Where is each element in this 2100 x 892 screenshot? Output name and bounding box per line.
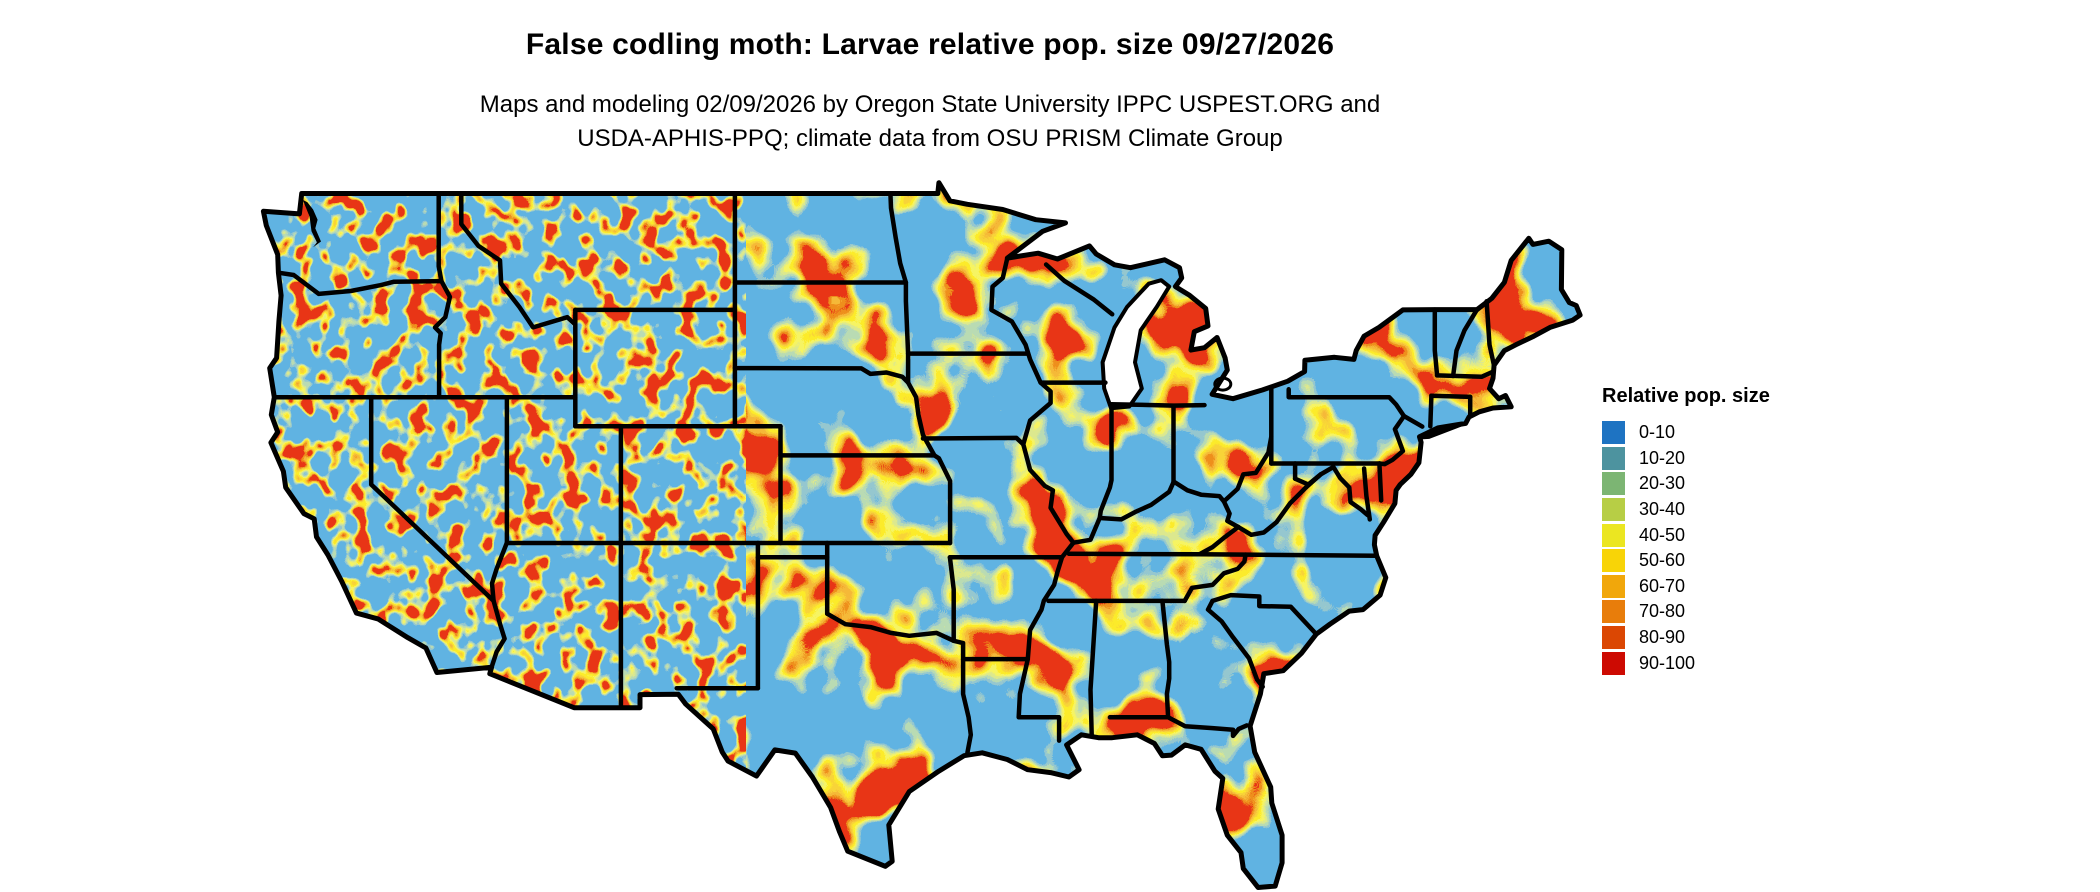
population-raster	[263, 182, 1581, 888]
legend-item: 20-30	[1602, 471, 1902, 497]
legend-item: 30-40	[1602, 497, 1902, 523]
legend-item: 10-20	[1602, 446, 1902, 472]
legend-label: 20-30	[1639, 473, 1686, 494]
legend-swatch	[1602, 549, 1625, 573]
lake-michigan	[1100, 278, 1172, 411]
legend-item: 50-60	[1602, 548, 1902, 574]
legend-swatch	[1602, 446, 1625, 470]
legend-item: 40-50	[1602, 522, 1902, 548]
state-borders	[272, 191, 1497, 756]
puget-sound	[302, 199, 321, 248]
legend-label: 40-50	[1639, 524, 1686, 545]
legend-swatch	[1602, 472, 1625, 496]
page-subtitle-line2: USDA-APHIS-PPQ; climate data from OSU PR…	[577, 125, 1283, 152]
legend-title: Relative pop. size	[1602, 385, 1770, 407]
legend-swatch	[1602, 421, 1625, 445]
legend-swatch	[1602, 498, 1625, 522]
legend: Relative pop. size 0-10 10-20 20-30 30-40 40…	[1602, 385, 1902, 676]
legend-swatch	[1602, 523, 1625, 547]
legend-item: 90-100	[1602, 650, 1902, 676]
legend-items: 0-10 10-20 20-30 30-40 40-50 50-60 60-70 70-80 8…	[1602, 420, 1902, 676]
legend-swatch	[1602, 651, 1625, 675]
legend-label: 70-80	[1639, 601, 1686, 622]
conus-outline	[260, 180, 1583, 890]
legend-label: 90-100	[1639, 652, 1696, 673]
legend-item: 0-10	[1602, 420, 1902, 446]
legend-label: 50-60	[1639, 550, 1686, 571]
us-map-svg	[260, 180, 1583, 890]
us-map	[195, 120, 1587, 892]
legend-label: 80-90	[1639, 627, 1686, 648]
legend-item: 80-90	[1602, 625, 1902, 651]
legend-label: 60-70	[1639, 575, 1686, 596]
legend-item: 60-70	[1602, 574, 1902, 600]
legend-item: 70-80	[1602, 599, 1902, 625]
legend-swatch	[1602, 626, 1625, 650]
legend-swatch	[1602, 600, 1625, 624]
page-subtitle: Maps and modeling 02/09/2026 by Oregon S…	[0, 88, 1860, 156]
legend-label: 0-10	[1639, 422, 1676, 443]
page-subtitle-line1: Maps and modeling 02/09/2026 by Oregon S…	[479, 91, 1381, 118]
legend-label: 30-40	[1639, 499, 1686, 520]
page-title: False codling moth: Larvae relative pop.…	[525, 28, 1335, 61]
legend-swatch	[1602, 574, 1625, 598]
legend-label: 10-20	[1639, 447, 1686, 468]
